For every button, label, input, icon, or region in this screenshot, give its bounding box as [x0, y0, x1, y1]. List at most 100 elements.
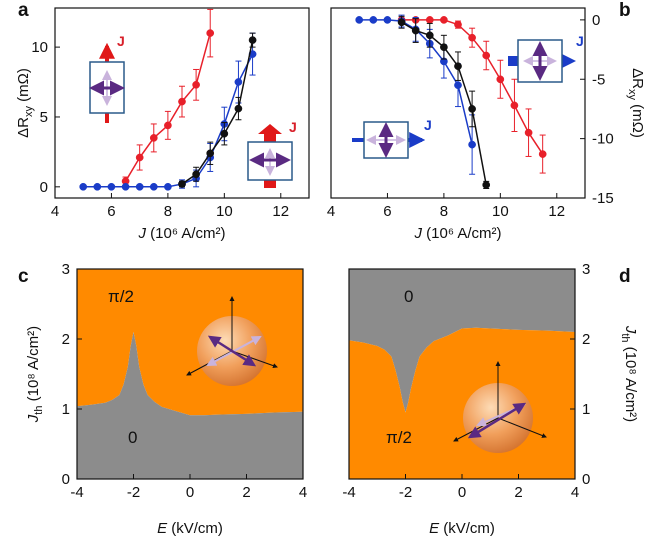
x-tick-label: 10	[216, 203, 233, 220]
x-tick-label: 8	[440, 203, 448, 220]
data-point-red	[524, 128, 533, 137]
y-tick-label: 0	[592, 12, 600, 29]
data-point-red	[135, 153, 144, 162]
inset-b2-current-label: J	[424, 117, 432, 133]
data-point-blue	[468, 140, 476, 149]
plot-c-x-axis-label: E (kV/cm)	[157, 520, 223, 537]
x-tick-label: 4	[299, 484, 307, 501]
data-point-black	[178, 180, 186, 188]
x-tick-label: 12	[272, 203, 289, 220]
x-tick-label: 10	[492, 203, 509, 220]
y-tick-label: 1	[582, 401, 590, 418]
data-point-blue	[164, 182, 172, 191]
data-point-blue	[135, 182, 144, 191]
inset-b-current-label: J	[576, 33, 584, 49]
data-point-blue	[149, 182, 158, 191]
data-point-black	[425, 31, 434, 40]
plot-a-series	[79, 8, 257, 191]
x-tick-label: 12	[548, 203, 565, 220]
x-tick-label: 0	[186, 484, 194, 501]
x-tick-label: 0	[458, 484, 466, 501]
data-point-blue	[454, 81, 462, 90]
inset-b-bottom: J	[352, 117, 432, 159]
data-point-red	[538, 150, 547, 158]
y-tick-label: 3	[582, 261, 590, 278]
data-point-blue	[369, 16, 378, 24]
plot-c-axes: -4 -2 0 2 4 0 1 2 3	[62, 261, 308, 501]
x-tick-label: 6	[107, 203, 115, 220]
plot-c-y-axis-label: Jth (10⁸ A/cm²)	[25, 326, 45, 423]
region-d-top-label: 0	[404, 287, 413, 306]
inset-a-current-label: J	[117, 33, 125, 49]
inset-b-top: J	[508, 33, 584, 83]
data-point-red	[206, 29, 215, 37]
y-tick-label: -15	[592, 190, 614, 207]
data-point-red	[482, 51, 491, 60]
region-d-bottom-label: π/2	[386, 428, 412, 447]
data-point-blue	[355, 16, 364, 24]
data-point-red	[454, 20, 462, 29]
data-point-red	[496, 75, 505, 84]
y-tick-label: 10	[31, 39, 48, 56]
data-point-black	[411, 26, 420, 35]
panel-b-label: b	[619, 0, 631, 21]
sphere-inset-c	[186, 296, 278, 386]
panel-b: b 4 6 8 10 12 0 -5 -10 -15 ΔRxy (mΩ) J (10⁶ A/cm…	[327, 0, 646, 242]
y-tick-label: 5	[40, 109, 48, 126]
data-point-red	[149, 134, 158, 142]
plot-d-y-axis-label: Jth (10⁸ A/cm²)	[619, 325, 639, 422]
data-point-red	[440, 16, 448, 24]
x-tick-label: -2	[399, 484, 412, 501]
data-point-black	[220, 129, 229, 138]
x-tick-label: 4	[327, 203, 335, 220]
data-point-red	[425, 16, 434, 24]
x-tick-label: 4	[51, 203, 59, 220]
series-line-black	[181, 39, 254, 185]
data-point-black	[397, 18, 406, 27]
inset-a2-current-label: J	[289, 119, 297, 135]
data-point-black	[482, 181, 491, 189]
y-tick-label: -5	[592, 71, 605, 88]
data-point-red	[468, 33, 476, 42]
plot-a-x-axis-label: J (10⁶ A/cm²)	[137, 225, 225, 242]
region-c-top-label: π/2	[108, 287, 134, 306]
y-tick-label: 0	[582, 471, 590, 488]
y-tick-label: 3	[62, 261, 70, 278]
inset-a-top: J	[89, 33, 125, 123]
data-point-blue	[79, 182, 88, 191]
data-point-black	[206, 149, 215, 158]
data-point-blue	[121, 182, 130, 191]
sphere-inset-d	[453, 361, 547, 453]
y-tick-label: 1	[62, 401, 70, 418]
y-tick-label: 2	[62, 331, 70, 348]
x-tick-label: 6	[383, 203, 391, 220]
data-point-black	[248, 36, 257, 44]
plot-b-frame	[330, 7, 586, 199]
data-point-black	[192, 170, 200, 179]
plot-a-axes: 4 6 8 10 12 0 5 10	[31, 39, 289, 220]
plot-b-x-axis-label: J (10⁶ A/cm²)	[413, 225, 501, 242]
x-tick-label: 2	[242, 484, 250, 501]
data-point-black	[440, 43, 448, 52]
x-tick-label: 2	[514, 484, 522, 501]
region-c-zero	[77, 332, 303, 479]
plot-b-y-axis-label: ΔRxy (mΩ)	[626, 68, 646, 138]
y-tick-label: 0	[62, 471, 70, 488]
inset-a-bottom: J	[247, 119, 297, 188]
data-point-black	[234, 104, 243, 113]
x-tick-label: -2	[127, 484, 140, 501]
region-c-bottom-label: 0	[128, 428, 137, 447]
plot-a-frame	[54, 7, 310, 199]
data-point-blue	[107, 182, 116, 191]
data-point-red	[510, 101, 519, 110]
data-point-blue	[383, 16, 392, 24]
region-d-pi-half	[349, 327, 575, 479]
x-tick-label: -4	[70, 484, 83, 501]
plot-d-x-axis-label: E (kV/cm)	[429, 520, 495, 537]
plot-a-y-axis-label: ΔRxy (mΩ)	[15, 68, 35, 138]
y-tick-label: -10	[592, 131, 614, 148]
